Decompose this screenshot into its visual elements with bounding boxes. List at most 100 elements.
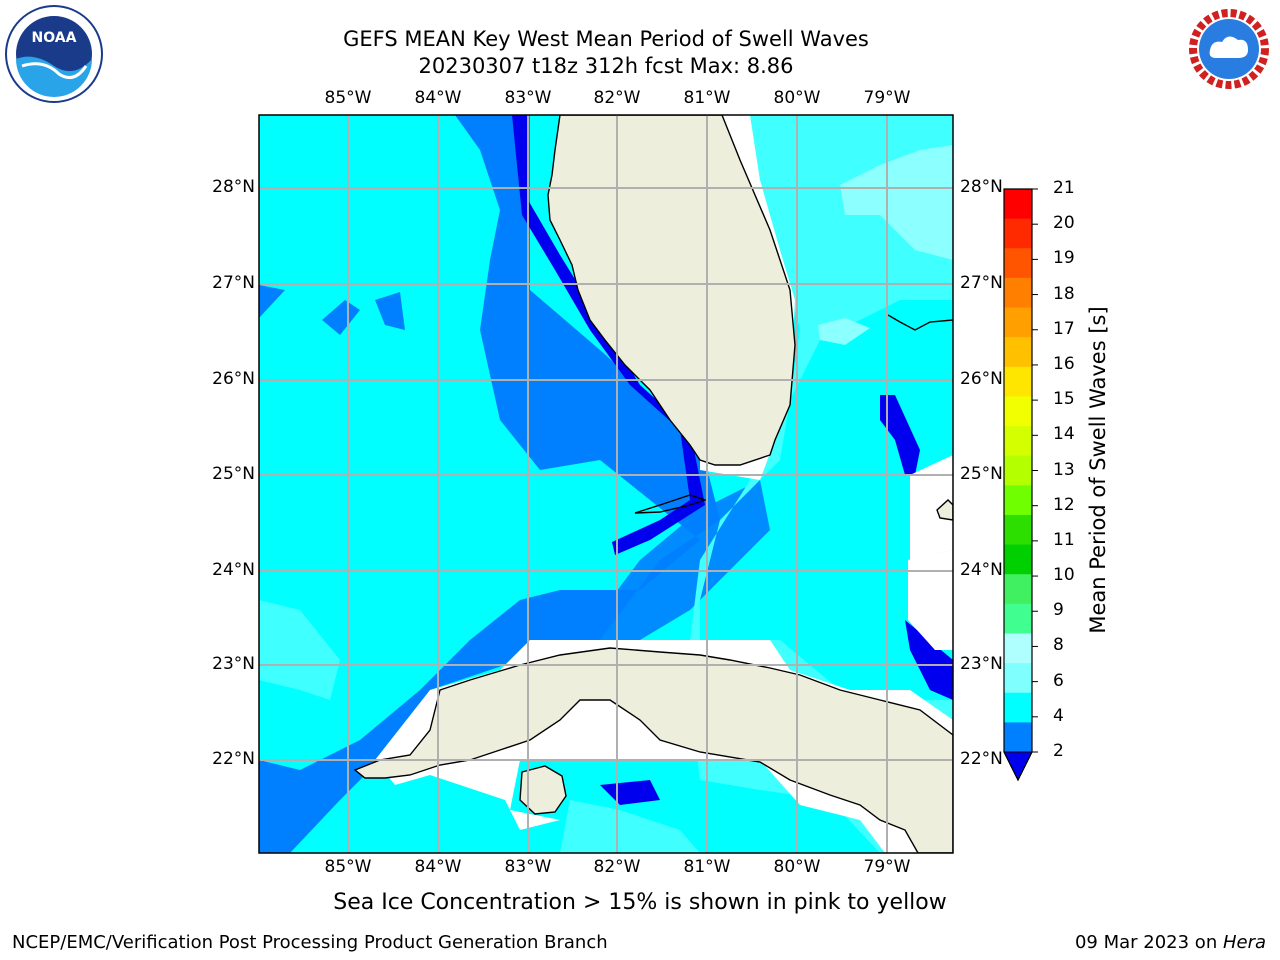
lat-label-left: 27°N bbox=[212, 273, 255, 293]
map-frame bbox=[258, 114, 954, 854]
lon-label-bottom: 79°W bbox=[863, 857, 911, 877]
field-2-4s-straits bbox=[560, 480, 770, 640]
field-2-4s-patch2 bbox=[375, 292, 405, 330]
land-bahamas-andros bbox=[936, 499, 953, 521]
colorbar-segment bbox=[1004, 426, 1032, 457]
colorbar-segment bbox=[1004, 248, 1032, 279]
field-below2-bahamas bbox=[880, 395, 920, 475]
colorbar-segment bbox=[1004, 218, 1032, 249]
colorbar-tick-label: 6 bbox=[1053, 670, 1064, 691]
colorbar-extend-arrow bbox=[1003, 751, 1033, 782]
colorbar-tick-label: 19 bbox=[1053, 248, 1075, 269]
colorbar-tick-label: 8 bbox=[1053, 635, 1064, 656]
noaa-logo-text: NOAA bbox=[32, 30, 77, 46]
colorbar-segment bbox=[1004, 544, 1032, 575]
lon-label-top: 79°W bbox=[863, 88, 911, 108]
land-florida-keys bbox=[634, 494, 708, 514]
lon-label-bottom: 83°W bbox=[504, 857, 552, 877]
field-8-9s-east bbox=[818, 318, 870, 345]
colorbar-tick-label: 12 bbox=[1053, 494, 1075, 515]
colorbar-segment bbox=[1004, 722, 1032, 753]
colorbar-segment bbox=[1004, 366, 1032, 397]
lon-label-top: 82°W bbox=[593, 88, 641, 108]
lat-label-left: 23°N bbox=[212, 654, 255, 674]
missing-bahamas bbox=[910, 455, 953, 560]
lat-label-left: 25°N bbox=[212, 464, 255, 484]
lon-label-bottom: 80°W bbox=[773, 857, 821, 877]
colorbar-segment bbox=[1004, 514, 1032, 546]
host-name: Hera bbox=[1222, 932, 1266, 953]
lon-label-top: 80°W bbox=[773, 88, 821, 108]
nws-logo bbox=[1182, 2, 1276, 96]
colorbar-segment bbox=[1004, 633, 1032, 664]
colorbar-tick-label: 11 bbox=[1053, 529, 1075, 550]
land-isle-of-youth bbox=[519, 765, 567, 815]
lat-label-right: 28°N bbox=[960, 177, 1003, 197]
lat-label-right: 23°N bbox=[960, 654, 1003, 674]
field-2-4s-gulf bbox=[259, 115, 720, 853]
field-below2-isle bbox=[600, 780, 660, 805]
colorbar-segment bbox=[1004, 189, 1032, 220]
colorbar-tick-label: 9 bbox=[1053, 600, 1064, 621]
lon-label-top: 83°W bbox=[504, 88, 552, 108]
field-2-4s-west bbox=[259, 285, 285, 318]
colorbar-tick-label: 10 bbox=[1053, 565, 1075, 586]
land-florida bbox=[547, 115, 796, 466]
land-bahamas-grand bbox=[887, 314, 953, 331]
sea-ice-footnote: Sea Ice Concentration > 15% is shown in … bbox=[333, 890, 947, 915]
colorbar-segment bbox=[1004, 396, 1032, 427]
land-cuba bbox=[353, 647, 953, 853]
lat-label-right: 25°N bbox=[960, 464, 1003, 484]
lat-label-right: 26°N bbox=[960, 369, 1003, 389]
lat-label-right: 22°N bbox=[960, 749, 1003, 769]
colorbar-segment bbox=[1004, 574, 1032, 605]
lat-label-right: 27°N bbox=[960, 273, 1003, 293]
colorbar-segment bbox=[1004, 277, 1032, 309]
colorbar-tick-label: 20 bbox=[1053, 213, 1075, 234]
noaa-logo: NOAA bbox=[5, 5, 103, 103]
field-8-9s-north bbox=[840, 145, 953, 260]
missing-bahamas-south bbox=[908, 550, 953, 650]
colorbar-tick-label: 16 bbox=[1053, 353, 1075, 374]
chart-subtitle: 20230307 t18z 312h fcst Max: 8.86 bbox=[418, 54, 794, 78]
colorbar-tick-label: 21 bbox=[1053, 178, 1075, 198]
field-6-8s-south bbox=[560, 800, 700, 853]
date-text: 09 Mar 2023 on Hera bbox=[1075, 932, 1266, 953]
colorbar-tick-label: 14 bbox=[1053, 424, 1075, 445]
colorbar bbox=[1003, 188, 1038, 782]
field-below2-cuba-north bbox=[905, 620, 953, 700]
date-value: 09 Mar 2023 on bbox=[1074, 932, 1223, 953]
chart-title: GEFS MEAN Key West Mean Period of Swell … bbox=[343, 27, 869, 51]
colorbar-segment bbox=[1004, 663, 1032, 694]
lon-label-bottom: 82°W bbox=[593, 857, 641, 877]
lon-label-bottom: 81°W bbox=[683, 857, 731, 877]
field-6-8s-gulf-sw bbox=[259, 600, 340, 700]
colorbar-tick-label: 15 bbox=[1053, 389, 1075, 410]
colorbar-tick-label: 2 bbox=[1053, 741, 1064, 761]
colorbar-tick-label: 17 bbox=[1053, 318, 1075, 339]
lon-label-top: 84°W bbox=[414, 88, 462, 108]
credit-text: NCEP/EMC/Verification Post Processing Pr… bbox=[12, 932, 608, 953]
lat-label-left: 22°N bbox=[212, 749, 255, 769]
colorbar-frame bbox=[1003, 188, 1033, 782]
colorbar-segment bbox=[1004, 337, 1032, 368]
lat-label-left: 28°N bbox=[212, 177, 255, 197]
lon-label-bottom: 85°W bbox=[324, 857, 372, 877]
colorbar-segment bbox=[1004, 455, 1032, 486]
colorbar-segment bbox=[1004, 307, 1032, 338]
lat-label-right: 24°N bbox=[960, 560, 1003, 580]
lon-label-bottom: 84°W bbox=[414, 857, 462, 877]
colorbar-title: Mean Period of Swell Waves [s] bbox=[1086, 306, 1110, 634]
graticule bbox=[259, 115, 953, 853]
field-2-4s-sw bbox=[259, 790, 290, 853]
lat-label-left: 24°N bbox=[212, 560, 255, 580]
colorbar-segment bbox=[1004, 692, 1032, 723]
field-2-4s-patch1 bbox=[322, 300, 360, 335]
lon-label-top: 81°W bbox=[683, 88, 731, 108]
colorbar-tick-label: 4 bbox=[1053, 705, 1064, 726]
colorbar-tick-label: 13 bbox=[1053, 459, 1075, 480]
colorbar-segment bbox=[1004, 485, 1032, 516]
lat-label-left: 26°N bbox=[212, 369, 255, 389]
colorbar-segment bbox=[1004, 603, 1032, 634]
